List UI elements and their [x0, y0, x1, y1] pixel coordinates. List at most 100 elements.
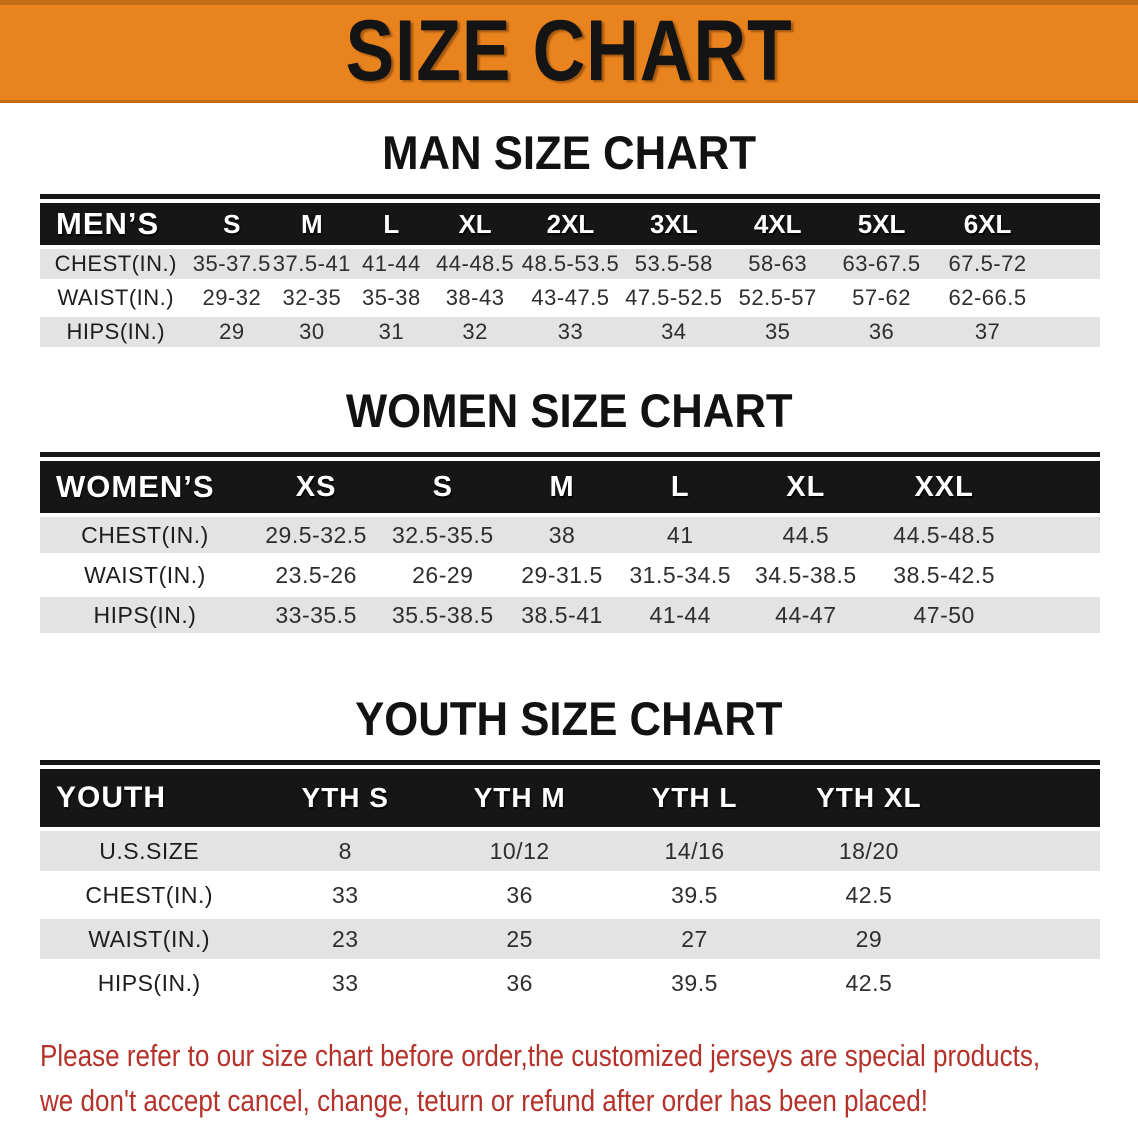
size-value-cell: 32-35 — [272, 283, 352, 313]
filler-cell — [1041, 317, 1100, 347]
measure-row-label: WAIST(IN.) — [40, 919, 259, 959]
table-row: CHEST(IN.) 29.5-32.5 32.5-35.5 38 41 44.5 44.5… — [40, 517, 1100, 553]
size-value-cell: 29.5-32.5 — [249, 517, 383, 553]
size-value-cell: 29 — [781, 919, 956, 959]
youth-size-table-frame: YOUTH YTH S YTH M YTH L YTH XL U.S.SIZE 8 10/1… — [40, 760, 1100, 1007]
size-value-cell: 14/16 — [607, 831, 782, 871]
size-value-cell: 35-38 — [351, 283, 432, 313]
size-value-cell: 31.5-34.5 — [620, 557, 740, 593]
filler-cell — [1016, 461, 1100, 513]
size-value-cell: 33 — [258, 875, 433, 915]
size-value-cell: 34.5-38.5 — [739, 557, 873, 593]
size-column-header: XL — [739, 461, 873, 513]
size-value-cell: 52.5-57 — [725, 283, 830, 313]
size-column-header: XS — [249, 461, 383, 513]
size-value-cell: 38 — [503, 517, 621, 553]
size-value-cell: 33 — [258, 963, 433, 1003]
size-column-header: 2XL — [519, 203, 622, 245]
filler-cell — [1041, 203, 1100, 245]
size-value-cell: 47.5-52.5 — [621, 283, 726, 313]
measure-row-label: CHEST(IN.) — [40, 249, 192, 279]
size-value-cell: 29-31.5 — [503, 557, 621, 593]
size-column-header: 3XL — [621, 203, 726, 245]
disclaimer-line-1: Please refer to our size chart before or… — [40, 1038, 1041, 1073]
size-value-cell: 10/12 — [432, 831, 608, 871]
women-section-heading-text: WOMEN SIZE CHART — [345, 384, 793, 437]
size-value-cell: 57-62 — [829, 283, 934, 313]
size-column-header: M — [272, 203, 352, 245]
table-header-row: MEN’S S M L XL 2XL 3XL 4XL 5XL 6XL — [40, 203, 1100, 245]
measure-row-label: WAIST(IN.) — [40, 283, 192, 313]
table-row: HIPS(IN.) 33 36 39.5 42.5 — [40, 963, 1100, 1003]
size-column-header: XL — [431, 203, 520, 245]
size-value-cell: 35 — [725, 317, 830, 347]
women-table-header: WOMEN’S XS S M L XL XXL — [40, 461, 1100, 513]
size-value-cell: 44.5 — [739, 517, 873, 553]
size-column-header: 6XL — [933, 203, 1042, 245]
size-value-cell: 32.5-35.5 — [382, 517, 504, 553]
size-value-cell: 62-66.5 — [933, 283, 1042, 313]
size-value-cell: 63-67.5 — [829, 249, 934, 279]
disclaimer-line-2: we don't accept cancel, change, teturn o… — [40, 1083, 929, 1118]
filler-cell — [1016, 517, 1100, 553]
filler-cell — [1041, 249, 1100, 279]
men-size-section: MAN SIZE CHART MEN’S S M L XL 2XL 3XL 4XL 5XL 6XL… — [0, 125, 1138, 351]
size-value-cell: 47-50 — [872, 597, 1017, 633]
size-column-header: YTH M — [432, 769, 608, 827]
size-column-header: S — [382, 461, 504, 513]
women-section-heading: WOMEN SIZE CHART — [0, 383, 1138, 438]
size-column-header: YTH S — [258, 769, 433, 827]
size-value-cell: 23 — [258, 919, 433, 959]
size-value-cell: 44.5-48.5 — [872, 517, 1017, 553]
size-value-cell: 39.5 — [607, 963, 782, 1003]
measure-row-label: WAIST(IN.) — [40, 557, 250, 593]
size-column-header: S — [191, 203, 273, 245]
size-column-header: M — [503, 461, 621, 513]
youth-size-table: YOUTH YTH S YTH M YTH L YTH XL U.S.SIZE 8 10/1… — [40, 765, 1100, 1007]
table-row: WAIST(IN.) 23 25 27 29 — [40, 919, 1100, 959]
table-row: CHEST(IN.) 35-37.5 37.5-41 41-44 44-48.5 48.5… — [40, 249, 1100, 279]
size-value-cell: 42.5 — [781, 963, 956, 1003]
size-column-header: 4XL — [725, 203, 830, 245]
measure-row-label: HIPS(IN.) — [40, 963, 259, 1003]
youth-section-heading: YOUTH SIZE CHART — [0, 691, 1138, 746]
women-size-section: WOMEN SIZE CHART WOMEN’S XS S M L XL XXL CHEST… — [0, 383, 1138, 637]
size-value-cell: 67.5-72 — [933, 249, 1042, 279]
size-column-header: L — [351, 203, 432, 245]
size-value-cell: 30 — [272, 317, 352, 347]
measure-row-label: U.S.SIZE — [40, 831, 259, 871]
size-value-cell: 36 — [829, 317, 934, 347]
size-value-cell: 44-48.5 — [431, 249, 520, 279]
men-size-table-frame: MEN’S S M L XL 2XL 3XL 4XL 5XL 6XL CHEST(IN.) 35-3… — [40, 194, 1100, 351]
men-table-header: MEN’S S M L XL 2XL 3XL 4XL 5XL 6XL — [40, 203, 1100, 245]
size-value-cell: 26-29 — [382, 557, 504, 593]
size-value-cell: 39.5 — [607, 875, 782, 915]
men-section-heading-text: MAN SIZE CHART — [382, 126, 756, 179]
filler-cell — [955, 919, 1100, 959]
filler-cell — [1016, 597, 1100, 633]
filler-cell — [955, 831, 1100, 871]
size-column-header: YTH L — [607, 769, 782, 827]
size-value-cell: 38.5-42.5 — [872, 557, 1017, 593]
table-row: CHEST(IN.) 33 36 39.5 42.5 — [40, 875, 1100, 915]
size-column-header: 5XL — [829, 203, 934, 245]
size-value-cell: 33-35.5 — [249, 597, 383, 633]
size-value-cell: 32 — [431, 317, 520, 347]
table-corner-label: MEN’S — [40, 203, 192, 245]
size-value-cell: 48.5-53.5 — [519, 249, 622, 279]
size-value-cell: 34 — [621, 317, 726, 347]
size-value-cell: 36 — [432, 875, 608, 915]
measure-row-label: CHEST(IN.) — [40, 517, 250, 553]
filler-cell — [1041, 283, 1100, 313]
size-value-cell: 41-44 — [620, 597, 740, 633]
size-value-cell: 41-44 — [351, 249, 432, 279]
youth-table-body: U.S.SIZE 8 10/12 14/16 18/20 CHEST(IN.) 33 36 39… — [40, 831, 1100, 1003]
size-value-cell: 38-43 — [431, 283, 520, 313]
size-value-cell: 35-37.5 — [191, 249, 273, 279]
men-table-body: CHEST(IN.) 35-37.5 37.5-41 41-44 44-48.5 48.5… — [40, 249, 1100, 347]
size-column-header: YTH XL — [781, 769, 956, 827]
youth-section-heading-text: YOUTH SIZE CHART — [355, 692, 783, 745]
size-value-cell: 8 — [258, 831, 433, 871]
women-size-table-frame: WOMEN’S XS S M L XL XXL CHEST(IN.) 29.5-32.5 32.… — [40, 452, 1100, 637]
table-row: HIPS(IN.) 29 30 31 32 33 34 35 36 37 — [40, 317, 1100, 347]
